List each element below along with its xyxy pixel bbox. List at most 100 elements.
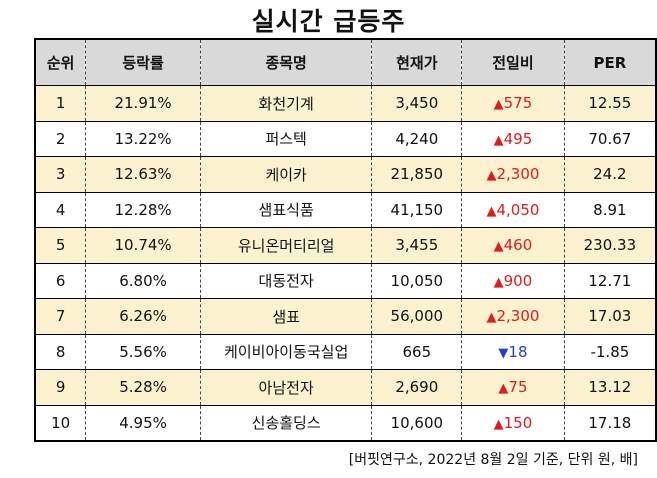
change-cell: ▲2,300: [461, 298, 565, 335]
rank-cell: 7: [34, 298, 87, 335]
table-row: 8 5.56% 케이비아이동국실업 665 ▼18 -1.85: [34, 333, 657, 370]
page-title: 실시간 급등주: [251, 7, 406, 36]
up-triangle-icon: ▲: [493, 97, 504, 113]
change-value: 4,050: [496, 200, 540, 219]
down-triangle-icon: ▼: [498, 345, 509, 361]
rank-cell: 5: [34, 227, 87, 264]
change-value: 495: [503, 129, 533, 148]
per-cell: 12.71: [563, 262, 657, 299]
table-row: 2 13.22% 퍼스텍 4,240 ▲495 70.67: [34, 120, 657, 157]
price-cell: 4,240: [371, 120, 463, 157]
column-header-rate: 등락률: [85, 38, 201, 86]
change-value: 18: [508, 342, 528, 361]
up-triangle-icon: ▲: [493, 239, 504, 255]
change-value: 2,300: [496, 165, 540, 184]
column-header-per: PER: [563, 38, 657, 86]
table-row: 7 6.26% 샘표 56,000 ▲2,300 17.03: [34, 298, 657, 335]
rank-cell: 8: [34, 333, 87, 370]
price-cell: 665: [371, 333, 463, 370]
per-cell: 13.12: [563, 369, 657, 406]
table-row: 5 10.74% 유니온머티리얼 3,455 ▲460 230.33: [34, 227, 657, 264]
table-row: 3 12.63% 케이카 21,850 ▲2,300 24.2: [34, 156, 657, 193]
change-value: 460: [503, 236, 533, 255]
change-cell: ▲495: [461, 120, 565, 157]
rate-cell: 6.80%: [85, 262, 201, 299]
rate-cell: 12.28%: [85, 191, 201, 228]
surge-stocks-table: 순위 등락률 종목명 현재가 전일비 PER 1 21.91% 화천기계 3,450 ▲…: [34, 38, 657, 442]
up-triangle-icon: ▲: [486, 310, 497, 326]
table-row: 1 21.91% 화천기계 3,450 ▲575 12.55: [34, 85, 657, 122]
stock-name-cell: 신송홀딩스: [199, 404, 373, 442]
table-row: 4 12.28% 샘표식품 41,150 ▲4,050 8.91: [34, 191, 657, 228]
change-value: 900: [503, 271, 533, 290]
price-cell: 10,050: [371, 262, 463, 299]
up-triangle-icon: ▲: [486, 168, 497, 184]
change-value: 575: [503, 94, 533, 113]
up-triangle-icon: ▲: [493, 416, 504, 432]
change-value: 150: [503, 413, 533, 432]
up-triangle-icon: ▲: [493, 132, 504, 148]
column-header-rank: 순위: [34, 38, 87, 86]
per-cell: 17.18: [563, 404, 657, 442]
change-cell: ▲4,050: [461, 191, 565, 228]
rank-cell: 6: [34, 262, 87, 299]
change-cell: ▼18: [461, 333, 565, 370]
rate-cell: 10.74%: [85, 227, 201, 264]
rate-cell: 5.28%: [85, 369, 201, 406]
source-footnote: [버핏연구소, 2022년 8월 2일 기준, 단위 원, 배]: [348, 452, 638, 468]
change-value: 75: [508, 378, 528, 397]
stock-name-cell: 케이비아이동국실업: [199, 333, 373, 370]
price-cell: 2,690: [371, 369, 463, 406]
rate-cell: 6.26%: [85, 298, 201, 335]
change-cell: ▲150: [461, 404, 565, 442]
table-row: 10 4.95% 신송홀딩스 10,600 ▲150 17.18: [34, 404, 657, 442]
change-cell: ▲2,300: [461, 156, 565, 193]
column-header-name: 종목명: [199, 38, 373, 86]
price-cell: 3,455: [371, 227, 463, 264]
up-triangle-icon: ▲: [498, 381, 509, 397]
price-cell: 10,600: [371, 404, 463, 442]
change-value: 2,300: [496, 307, 540, 326]
change-cell: ▲900: [461, 262, 565, 299]
per-cell: 17.03: [563, 298, 657, 335]
table-row: 6 6.80% 대동전자 10,050 ▲900 12.71: [34, 262, 657, 299]
table-header-row: 순위 등락률 종목명 현재가 전일비 PER: [34, 38, 657, 86]
change-cell: ▲575: [461, 85, 565, 122]
rank-cell: 2: [34, 120, 87, 157]
rate-cell: 12.63%: [85, 156, 201, 193]
column-header-change: 전일비: [461, 38, 565, 86]
stock-name-cell: 케이카: [199, 156, 373, 193]
stock-name-cell: 샘표: [199, 298, 373, 335]
rate-cell: 5.56%: [85, 333, 201, 370]
per-cell: -1.85: [563, 333, 657, 370]
per-cell: 230.33: [563, 227, 657, 264]
per-cell: 8.91: [563, 191, 657, 228]
price-cell: 21,850: [371, 156, 463, 193]
rate-cell: 21.91%: [85, 85, 201, 122]
per-cell: 24.2: [563, 156, 657, 193]
stock-name-cell: 아남전자: [199, 369, 373, 406]
price-cell: 41,150: [371, 191, 463, 228]
rank-cell: 3: [34, 156, 87, 193]
rank-cell: 10: [34, 404, 87, 442]
change-cell: ▲460: [461, 227, 565, 264]
price-cell: 56,000: [371, 298, 463, 335]
stock-name-cell: 대동전자: [199, 262, 373, 299]
stock-name-cell: 샘표식품: [199, 191, 373, 228]
rate-cell: 4.95%: [85, 404, 201, 442]
rank-cell: 1: [34, 85, 87, 122]
per-cell: 70.67: [563, 120, 657, 157]
stock-name-cell: 퍼스텍: [199, 120, 373, 157]
table-row: 9 5.28% 아남전자 2,690 ▲75 13.12: [34, 369, 657, 406]
per-cell: 12.55: [563, 85, 657, 122]
stock-name-cell: 유니온머티리얼: [199, 227, 373, 264]
column-header-price: 현재가: [371, 38, 463, 86]
price-cell: 3,450: [371, 85, 463, 122]
change-cell: ▲75: [461, 369, 565, 406]
up-triangle-icon: ▲: [486, 203, 497, 219]
stock-name-cell: 화천기계: [199, 85, 373, 122]
rank-cell: 9: [34, 369, 87, 406]
table-body: 1 21.91% 화천기계 3,450 ▲575 12.55 2 13.22% 퍼스텍 4,240…: [34, 85, 657, 442]
rate-cell: 13.22%: [85, 120, 201, 157]
up-triangle-icon: ▲: [493, 274, 504, 290]
